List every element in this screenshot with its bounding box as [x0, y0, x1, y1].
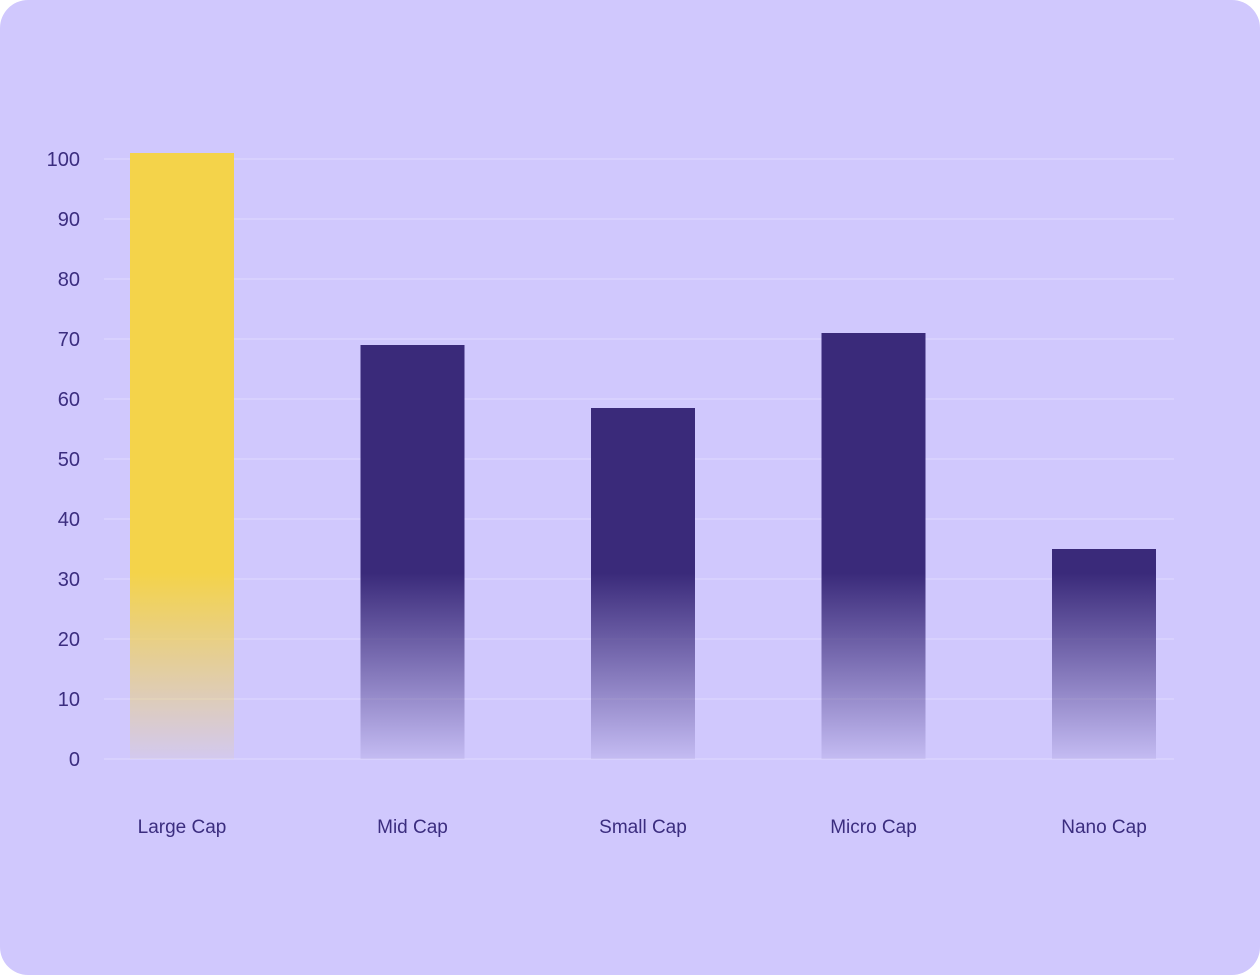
bars	[130, 153, 1156, 759]
y-tick-label: 60	[58, 389, 80, 411]
x-tick-label: Nano Cap	[1061, 817, 1147, 838]
x-tick-label: Small Cap	[599, 817, 687, 838]
x-tick-label: Micro Cap	[830, 817, 917, 838]
bar-small-cap	[591, 408, 695, 759]
x-tick-label: Large Cap	[138, 817, 227, 838]
y-axis-ticks: 0 10 20 30 40 50 60 70 80 90 100	[47, 149, 80, 771]
y-tick-label: 30	[58, 569, 80, 591]
x-tick-label: Mid Cap	[377, 817, 448, 838]
y-tick-label: 70	[58, 329, 80, 351]
bar-nano-cap	[1052, 549, 1156, 759]
x-axis-labels: Large Cap Mid Cap Small Cap Micro Cap Nano C…	[138, 817, 1147, 838]
bar-micro-cap	[821, 333, 926, 759]
bar-large-cap	[130, 153, 234, 759]
y-tick-label: 80	[58, 269, 80, 291]
y-tick-label: 40	[58, 509, 80, 531]
y-tick-label: 100	[47, 149, 80, 171]
y-tick-label: 0	[69, 749, 80, 771]
y-tick-label: 20	[58, 629, 80, 651]
y-tick-label: 10	[58, 689, 80, 711]
y-tick-label: 50	[58, 449, 80, 471]
y-tick-label: 90	[58, 209, 80, 231]
bar-mid-cap	[360, 345, 465, 759]
